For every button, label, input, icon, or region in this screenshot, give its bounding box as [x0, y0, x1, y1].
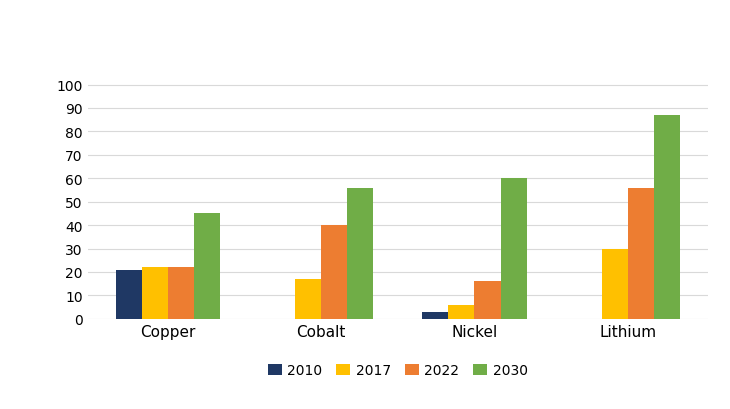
- Bar: [116, 270, 142, 319]
- Bar: [168, 267, 194, 319]
- Bar: [654, 116, 680, 319]
- Bar: [295, 279, 321, 319]
- Bar: [628, 188, 654, 319]
- Bar: [602, 249, 628, 319]
- Bar: [321, 225, 347, 319]
- Bar: [142, 267, 168, 319]
- Bar: [501, 179, 526, 319]
- Bar: [194, 214, 220, 319]
- Bar: [474, 282, 501, 319]
- Bar: [423, 312, 448, 319]
- Bar: [448, 305, 474, 319]
- Legend: 2010, 2017, 2022, 2030: 2010, 2017, 2022, 2030: [263, 358, 533, 383]
- Bar: [347, 188, 373, 319]
